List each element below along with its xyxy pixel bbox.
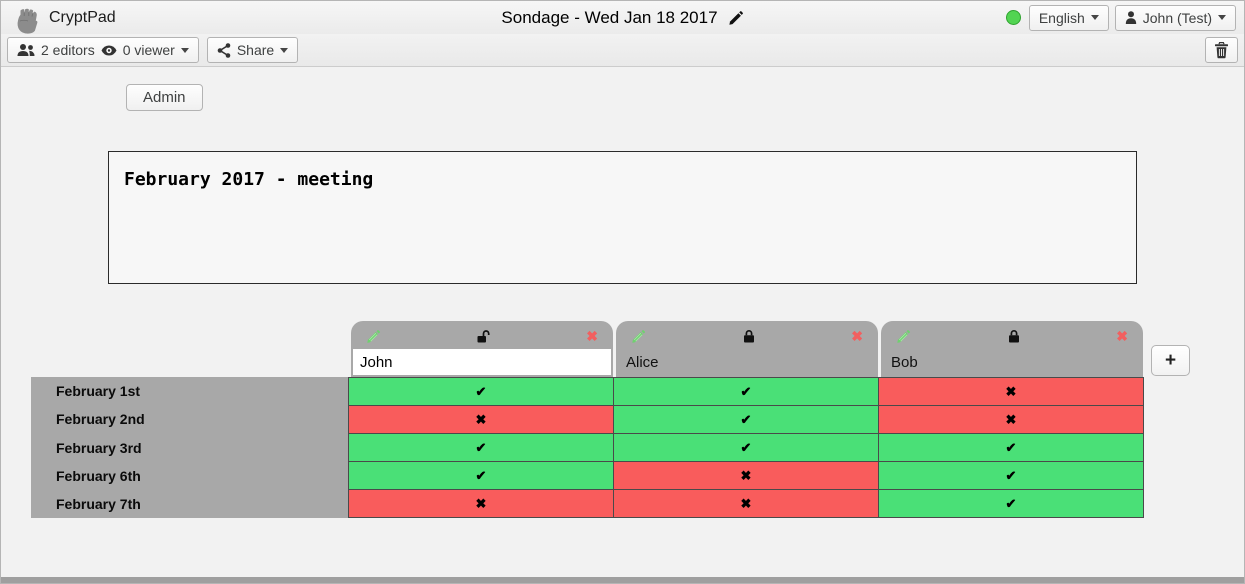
column-name-label: Bob bbox=[891, 353, 918, 371]
edit-column-pencil-icon[interactable] bbox=[896, 329, 911, 344]
lock-icon[interactable] bbox=[1007, 329, 1021, 343]
poll-row-label: February 1st bbox=[56, 383, 141, 400]
remove-column-icon[interactable]: ✖ bbox=[1116, 328, 1128, 344]
poll-cell-yes[interactable]: ✔ bbox=[349, 378, 613, 405]
remove-column-icon[interactable]: ✖ bbox=[851, 328, 863, 344]
edit-column-pencil-icon[interactable] bbox=[631, 329, 646, 344]
poll-cell-no[interactable]: ✖ bbox=[614, 462, 878, 489]
trash-button[interactable] bbox=[1205, 37, 1238, 63]
column-name-wrap: Alice bbox=[616, 347, 878, 377]
share-dropdown[interactable]: Share bbox=[206, 37, 299, 63]
editors-viewers-dropdown[interactable]: 2 editors 0 viewer bbox=[7, 37, 199, 63]
column-name-input[interactable] bbox=[353, 349, 611, 375]
share-label: Share bbox=[236, 42, 275, 58]
rename-title-pencil-icon[interactable] bbox=[728, 10, 744, 26]
unlock-icon[interactable] bbox=[476, 329, 491, 343]
cryptpad-fist-logo-icon[interactable] bbox=[14, 7, 40, 34]
chevron-down-icon bbox=[280, 47, 289, 53]
poll-body-row: February 1st February 2nd February 3rd Febr… bbox=[31, 377, 1144, 518]
poll-body: ✔ ✔ ✖ ✖ ✔ ✖ ✔ ✔ ✔ ✔ ✖ ✔ ✖ ✖ ✔ bbox=[348, 377, 1144, 518]
poll-column-header-alice: ✖ Alice bbox=[616, 321, 878, 377]
topbar-left: CryptPad bbox=[1, 1, 116, 34]
poll-row-label: February 6th bbox=[56, 467, 141, 484]
language-dropdown[interactable]: English bbox=[1028, 4, 1109, 31]
poll-description-input[interactable]: February 2017 - meeting bbox=[108, 151, 1137, 284]
admin-button[interactable]: Admin bbox=[126, 84, 203, 111]
column-name-wrap: Bob bbox=[881, 347, 1143, 377]
poll-cell-no[interactable]: ✖ bbox=[349, 406, 613, 433]
poll-column-header-john: ✖ bbox=[351, 321, 613, 377]
editors-count-label: 2 editors bbox=[41, 42, 95, 58]
poll-cell-yes[interactable]: ✔ bbox=[879, 490, 1143, 517]
topbar-right: English John (Test) bbox=[1005, 4, 1244, 31]
toolbar: 2 editors 0 viewer Share bbox=[1, 34, 1244, 67]
poll-cell-yes[interactable]: ✔ bbox=[349, 462, 613, 489]
poll-row-label: February 7th bbox=[56, 495, 141, 512]
poll-cell-no[interactable]: ✖ bbox=[614, 490, 878, 517]
user-name-label: John (Test) bbox=[1142, 9, 1212, 26]
column-controls: ✖ bbox=[881, 321, 1143, 347]
poll-column-header-bob: ✖ Bob bbox=[881, 321, 1143, 377]
poll-cell-yes[interactable]: ✔ bbox=[614, 378, 878, 405]
bottom-strip bbox=[1, 577, 1244, 583]
users-icon bbox=[17, 44, 35, 56]
trash-icon bbox=[1215, 42, 1228, 59]
language-label: English bbox=[1038, 9, 1085, 26]
poll-cell-yes[interactable]: ✔ bbox=[614, 434, 878, 461]
doc-title: Sondage - Wed Jan 18 2017 bbox=[501, 7, 718, 27]
poll-column-headers: ✖ bbox=[348, 321, 1144, 377]
poll-cell-no[interactable]: ✖ bbox=[349, 490, 613, 517]
poll-cell-no[interactable]: ✖ bbox=[879, 378, 1143, 405]
edit-column-pencil-icon[interactable] bbox=[366, 329, 381, 344]
eye-icon bbox=[101, 45, 117, 55]
poll-row-labels: February 1st February 2nd February 3rd Febr… bbox=[31, 377, 348, 518]
remove-column-icon[interactable]: ✖ bbox=[586, 328, 598, 344]
add-column-button[interactable]: + bbox=[1151, 345, 1190, 376]
poll-content: Admin February 2017 - meeting bbox=[1, 67, 1244, 579]
user-menu-dropdown[interactable]: John (Test) bbox=[1114, 4, 1236, 31]
chevron-down-icon bbox=[180, 47, 189, 53]
poll-row-label: February 3rd bbox=[56, 439, 142, 456]
column-name-wrap bbox=[351, 347, 613, 377]
poll-table: ✖ bbox=[31, 321, 1190, 518]
column-name-label: Alice bbox=[626, 353, 659, 371]
column-controls: ✖ bbox=[616, 321, 878, 347]
lock-icon[interactable] bbox=[742, 329, 756, 343]
topbar: CryptPad Sondage - Wed Jan 18 2017 Engli… bbox=[1, 1, 1244, 34]
poll-cell-yes[interactable]: ✔ bbox=[614, 406, 878, 433]
poll-cell-yes[interactable]: ✔ bbox=[349, 434, 613, 461]
chevron-down-icon bbox=[1218, 15, 1226, 20]
poll-row-label: February 2nd bbox=[56, 411, 145, 428]
chevron-down-icon bbox=[1090, 15, 1099, 20]
connection-status-icon bbox=[1005, 10, 1021, 25]
user-icon bbox=[1125, 11, 1136, 24]
poll-cell-yes[interactable]: ✔ bbox=[879, 434, 1143, 461]
poll-cell-no[interactable]: ✖ bbox=[879, 406, 1143, 433]
viewers-count-label: 0 viewer bbox=[122, 42, 175, 58]
share-icon bbox=[217, 42, 231, 58]
column-controls: ✖ bbox=[351, 321, 613, 347]
app-name: CryptPad bbox=[49, 8, 116, 26]
poll-cell-yes[interactable]: ✔ bbox=[879, 462, 1143, 489]
